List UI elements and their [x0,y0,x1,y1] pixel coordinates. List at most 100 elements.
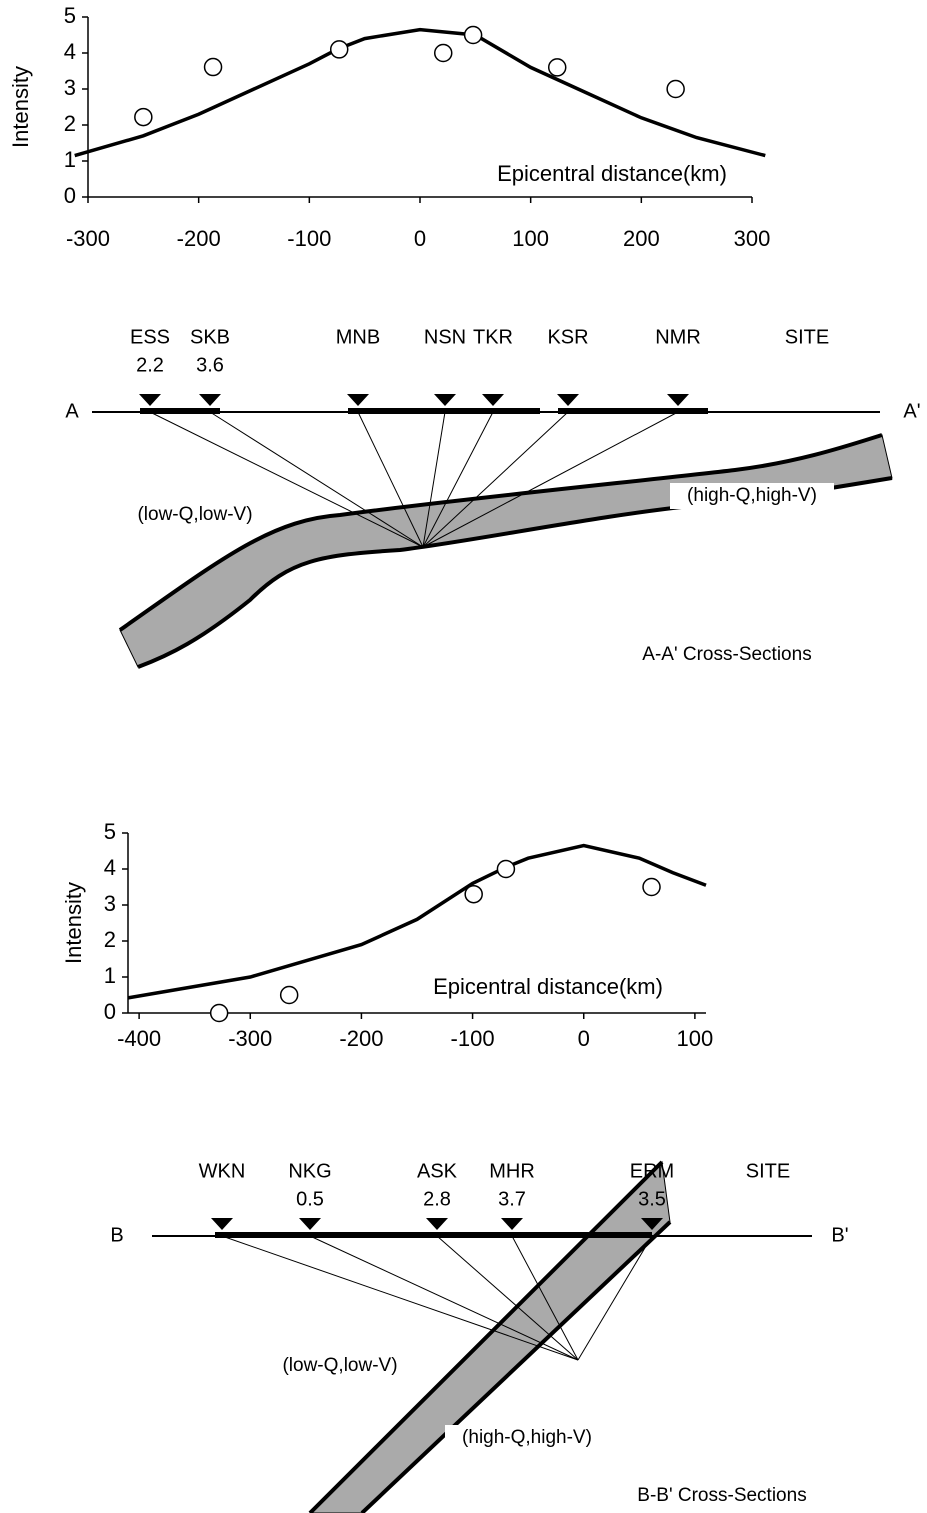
observed-point [134,107,153,127]
ray-path [221,1235,579,1361]
y-axis-label: Intensity [8,66,33,148]
station-label: SKB [190,326,230,348]
fit-curve [74,27,766,158]
station-label: ESS [130,326,170,348]
y-tick-label: 2 [64,111,76,136]
region-label-bg [670,483,834,509]
region-label: (low-Q,low-V) [282,1355,397,1376]
y-tick-label: 2 [104,927,116,952]
y-tick-label: 0 [104,999,116,1024]
station-label: NMR [655,326,701,348]
observed-point [433,43,453,63]
section-end: B' [831,1224,848,1246]
section-caption: B-B' Cross-Sections [637,1485,806,1506]
ray-path [577,1235,653,1361]
x-tick-label: 100 [512,226,549,251]
x-tick-label: -400 [117,1026,161,1051]
station-label: WKN [199,1160,246,1182]
station-marker [347,394,369,406]
observed-point [547,58,567,77]
station-marker [211,1218,233,1230]
station-marker [434,394,456,406]
site-label: SITE [746,1160,790,1182]
region-label: (high-Q,high-V) [462,1427,592,1448]
y-tick-label: 4 [104,855,116,880]
section-end: B [110,1224,123,1246]
station-value: 2.8 [423,1188,451,1210]
station-marker [299,1218,321,1230]
x-tick-label: 0 [578,1026,590,1051]
x-axis-label: Epicentral distance(km) [497,161,727,186]
ray-path [436,1235,579,1361]
station-marker [482,394,504,406]
y-tick-label: 0 [64,183,76,208]
observed-point [642,877,661,897]
x-tick-label: 200 [623,226,660,251]
observed-point [203,57,223,77]
section-caption: A-A' Cross-Sections [642,644,811,665]
observed-point [496,859,516,879]
station-label: MNB [336,326,380,348]
ray-path [422,411,494,548]
observed-point [279,985,299,1005]
x-tick-label: -300 [228,1026,272,1051]
y-tick-label: 3 [64,75,76,100]
ray-path [422,411,569,548]
ray-path [149,411,424,548]
ray-path [422,411,679,548]
site-label: SITE [785,326,829,348]
observed-point [209,1003,229,1023]
x-tick-label: 0 [414,226,426,251]
station-marker [139,394,161,406]
station-label: MHR [489,1160,535,1182]
station-value: 2.2 [136,354,164,376]
y-tick-label: 4 [64,39,76,64]
station-label: NSN [424,326,466,348]
ray-path [357,411,424,548]
y-tick-label: 1 [64,147,76,172]
y-tick-label: 1 [104,963,116,988]
observed-point [329,40,349,59]
x-tick-label: -100 [287,226,331,251]
observed-point [666,79,685,99]
x-tick-label: -200 [177,226,221,251]
station-marker [557,394,579,406]
x-axis-label: Epicentral distance(km) [433,974,663,999]
region-label: (high-Q,high-V) [687,485,817,506]
ray-path [309,1235,579,1361]
ray-path [511,1235,579,1361]
ray-path [209,411,424,548]
station-value: 3.5 [638,1188,666,1210]
x-tick-label: -200 [339,1026,383,1051]
section-end: A [65,400,79,422]
x-tick-label: -300 [66,226,110,251]
station-value: 3.6 [196,354,224,376]
observed-point [463,25,483,45]
y-tick-label: 5 [64,3,76,28]
y-tick-label: 3 [104,891,116,916]
section-end: A' [903,400,920,422]
x-tick-label: -100 [451,1026,495,1051]
region-label-bg [445,1425,609,1451]
region-label: (low-Q,low-V) [137,504,252,525]
station-marker [641,1218,663,1230]
station-marker [667,394,689,406]
station-label: ASK [417,1160,458,1182]
station-label: TKR [473,326,513,348]
station-label: ERM [630,1160,674,1182]
y-tick-label: 5 [104,819,116,844]
station-marker [501,1218,523,1230]
observed-point [464,884,483,904]
station-value: 3.7 [498,1188,526,1210]
station-marker [199,394,221,406]
x-tick-label: 300 [734,226,771,251]
station-marker [426,1218,448,1230]
slab-edge [308,1160,672,1513]
station-label: NKG [288,1160,331,1182]
station-value: 0.5 [296,1188,324,1210]
y-axis-label: Intensity [61,882,86,964]
ray-path [422,411,446,548]
x-tick-label: 100 [677,1026,714,1051]
station-label: KSR [547,326,588,348]
